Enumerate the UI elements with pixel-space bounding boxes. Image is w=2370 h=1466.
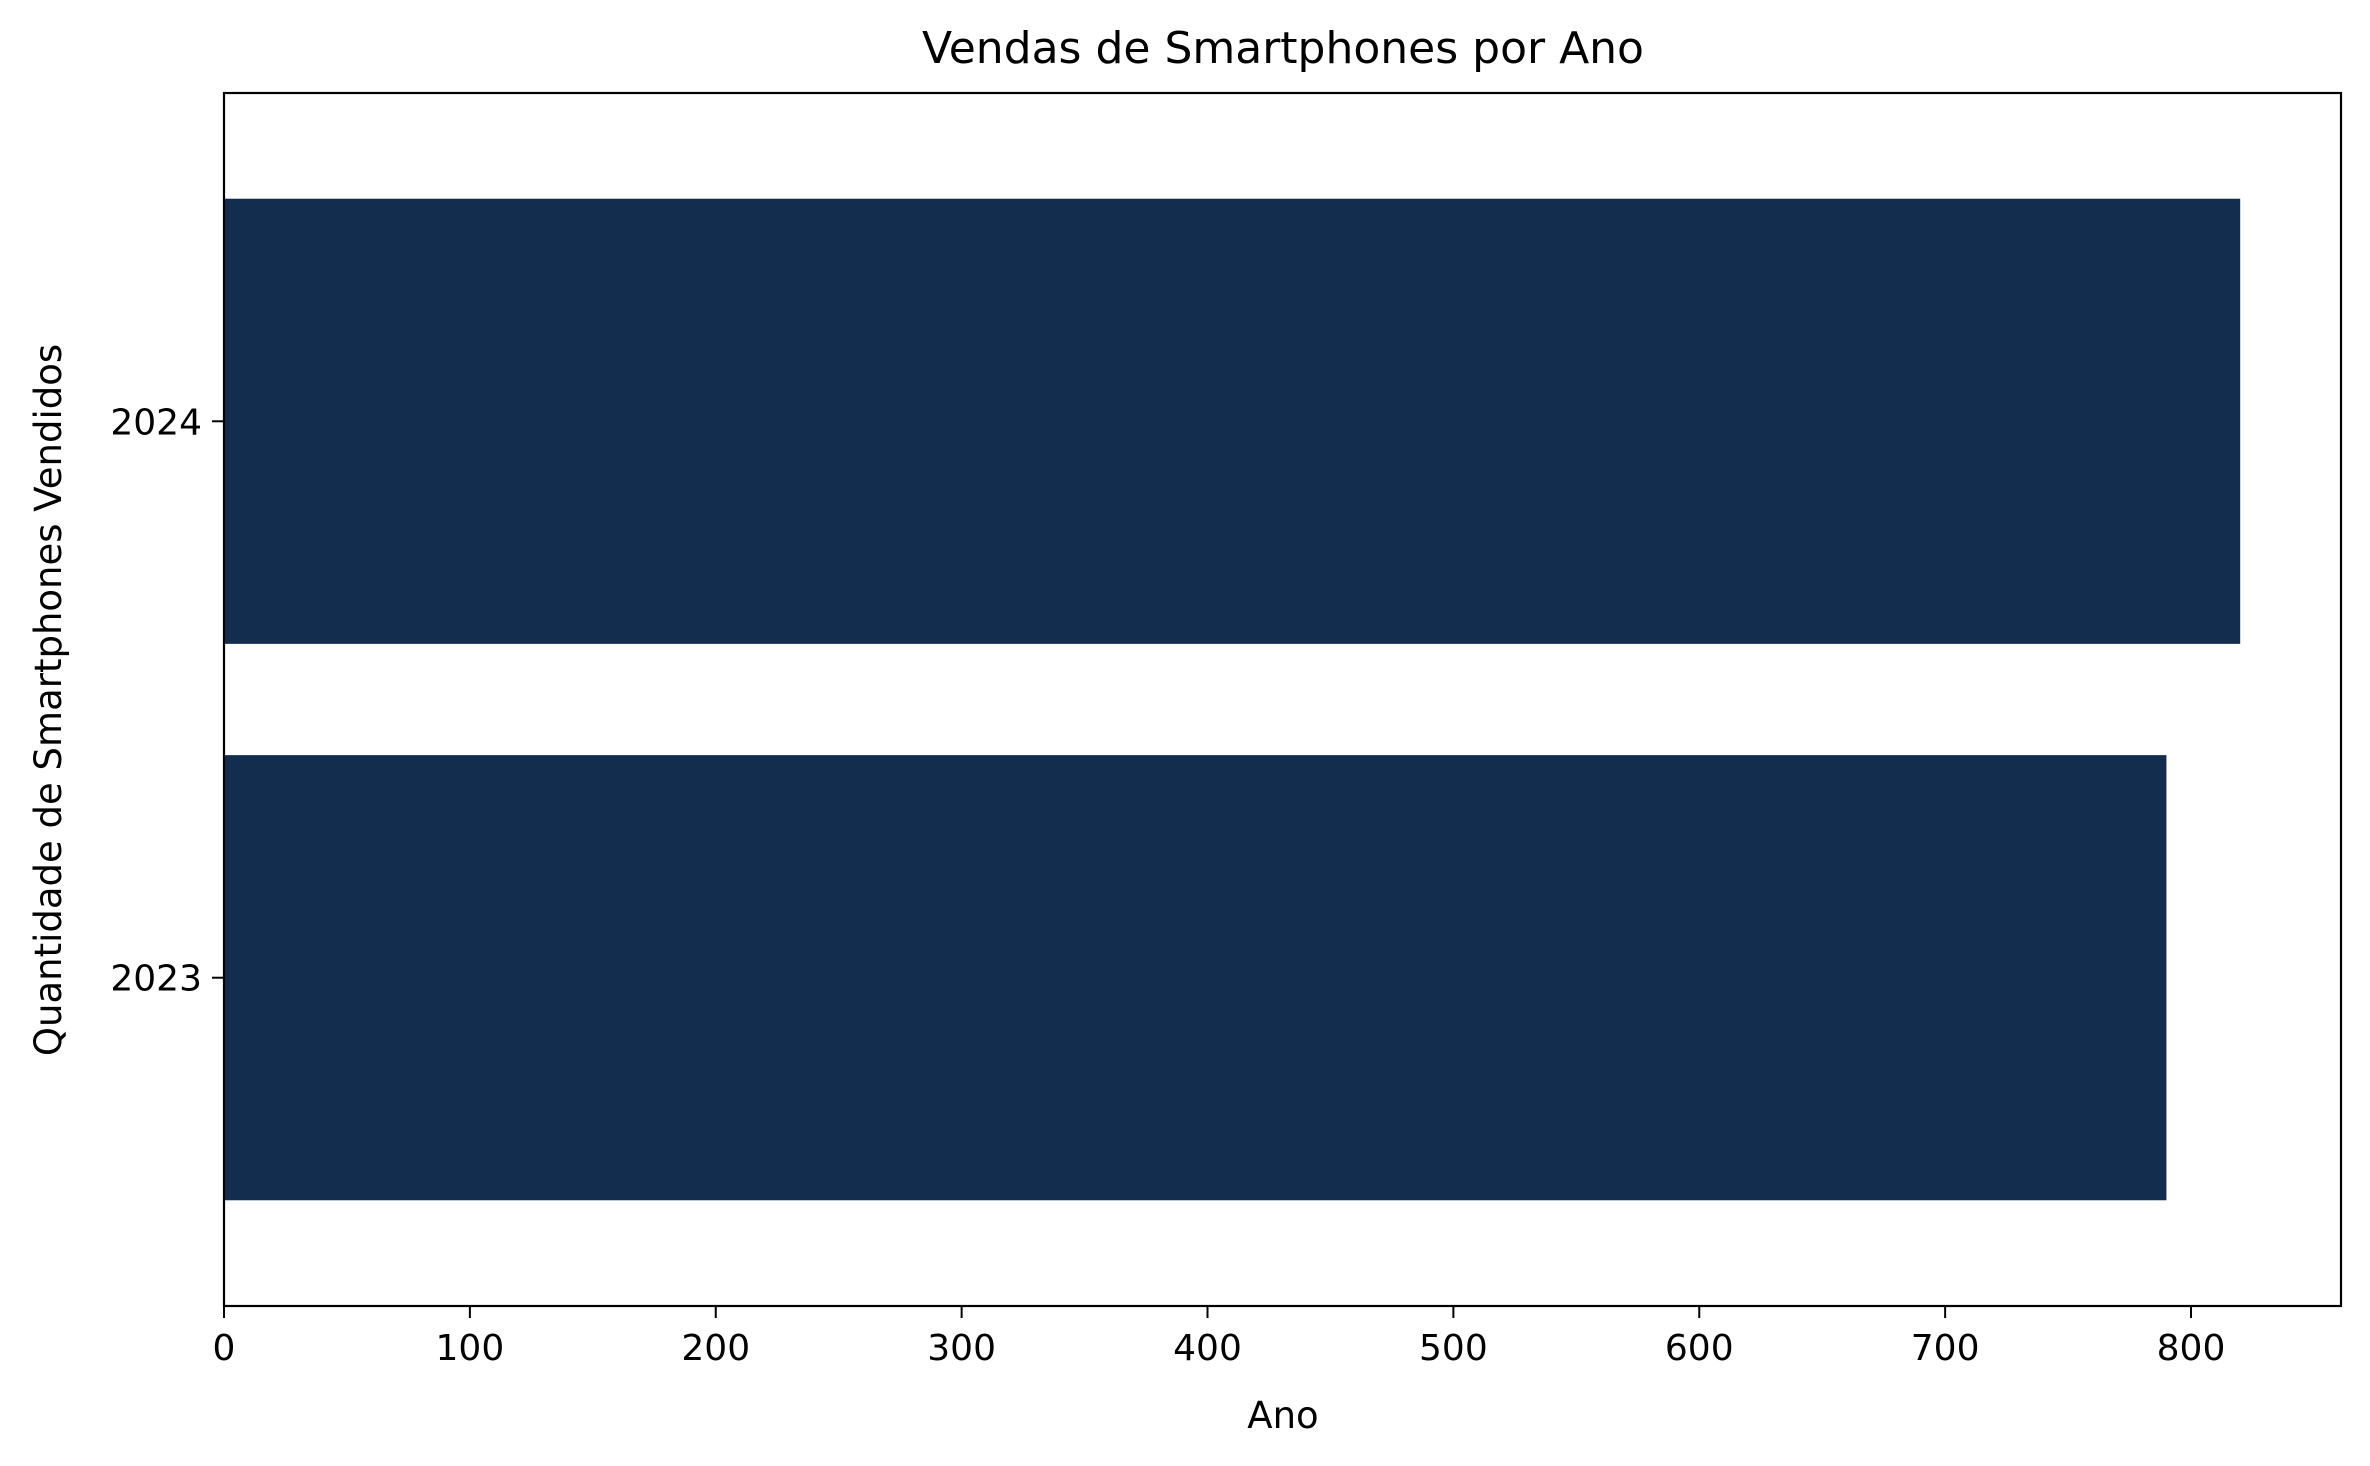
x-tick-label-600: 600	[1665, 1328, 1734, 1369]
bars-group	[224, 198, 2241, 1201]
bar-2024	[224, 198, 2241, 644]
y-tick-label-2023: 2023	[110, 959, 202, 1000]
y-axis-label: Quantidade de Smartphones Vendidos	[27, 344, 70, 1056]
plot-frame	[222, 91, 2343, 1308]
x-tick-label-700: 700	[1911, 1328, 1980, 1369]
x-tick-label-100: 100	[436, 1328, 505, 1369]
y-tick-label-2024: 2024	[110, 402, 202, 443]
x-tick-label-500: 500	[1419, 1328, 1488, 1369]
x-tick-label-0: 0	[213, 1328, 236, 1369]
x-tick-label-300: 300	[927, 1328, 996, 1369]
x-tick-label-800: 800	[2157, 1328, 2226, 1369]
bar-2023	[224, 755, 2167, 1201]
x-tick-label-200: 200	[681, 1328, 750, 1369]
x-axis-ticks: 0 100 200 300 400 500 600 700 800	[213, 1306, 2226, 1369]
x-axis-label: Ano	[1247, 1394, 1318, 1437]
y-axis-ticks: 2023 2024	[110, 402, 224, 1000]
chart-title: Vendas de Smartphones por Ano	[922, 23, 1644, 74]
x-tick-label-400: 400	[1173, 1328, 1242, 1369]
